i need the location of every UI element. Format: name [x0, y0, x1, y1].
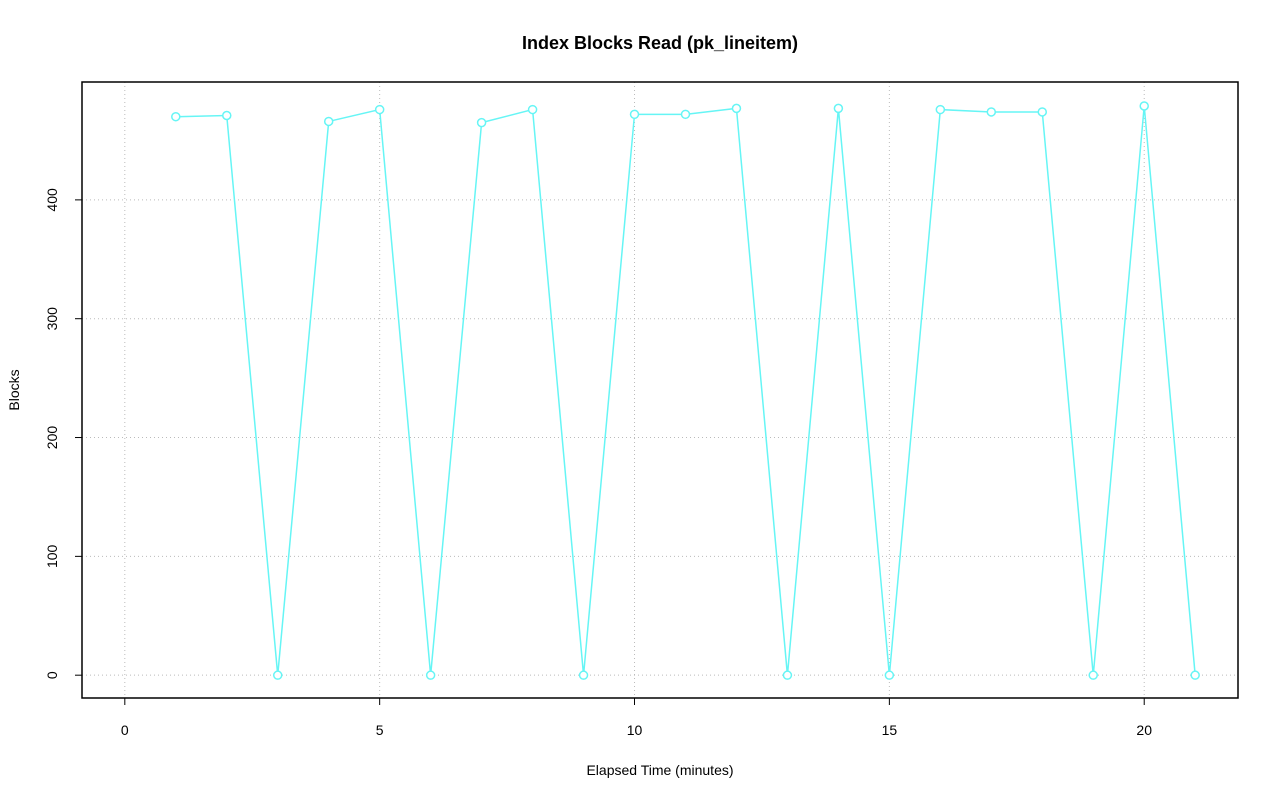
y-axis-label: Blocks [6, 369, 22, 410]
data-point [1139, 101, 1149, 111]
data-point [731, 103, 742, 114]
y-tick-label: 0 [44, 671, 60, 679]
data-point [680, 109, 691, 120]
x-tick-label: 0 [121, 722, 129, 738]
data-point [1088, 670, 1098, 680]
y-tick-label: 200 [44, 426, 60, 450]
x-tick-label: 5 [376, 722, 384, 738]
x-axis-label: Elapsed Time (minutes) [586, 762, 733, 778]
data-point [578, 670, 589, 680]
data-point [1190, 670, 1200, 680]
data-point [884, 670, 895, 680]
data-point [425, 670, 436, 680]
data-point [323, 116, 334, 127]
data-line [175, 105, 1196, 676]
y-tick-label: 300 [44, 307, 60, 331]
x-tick-label: 10 [627, 722, 643, 738]
data-point [527, 104, 538, 115]
y-tick-label: 400 [44, 188, 60, 212]
x-tick-label: 20 [1136, 722, 1152, 738]
y-tick-label: 100 [44, 544, 60, 568]
data-point [374, 104, 385, 115]
data-point [476, 117, 487, 128]
chart-title: Index Blocks Read (pk_lineitem) [522, 33, 798, 53]
data-point [833, 103, 844, 114]
data-point [782, 670, 793, 680]
data-point [629, 109, 640, 120]
data-point [1037, 107, 1048, 117]
x-tick-label: 15 [882, 722, 898, 738]
data-point [171, 111, 181, 122]
plot-frame [81, 81, 1239, 699]
data-point [222, 110, 232, 121]
data-point [935, 104, 946, 115]
data-point [272, 670, 283, 680]
data-point [986, 107, 997, 117]
